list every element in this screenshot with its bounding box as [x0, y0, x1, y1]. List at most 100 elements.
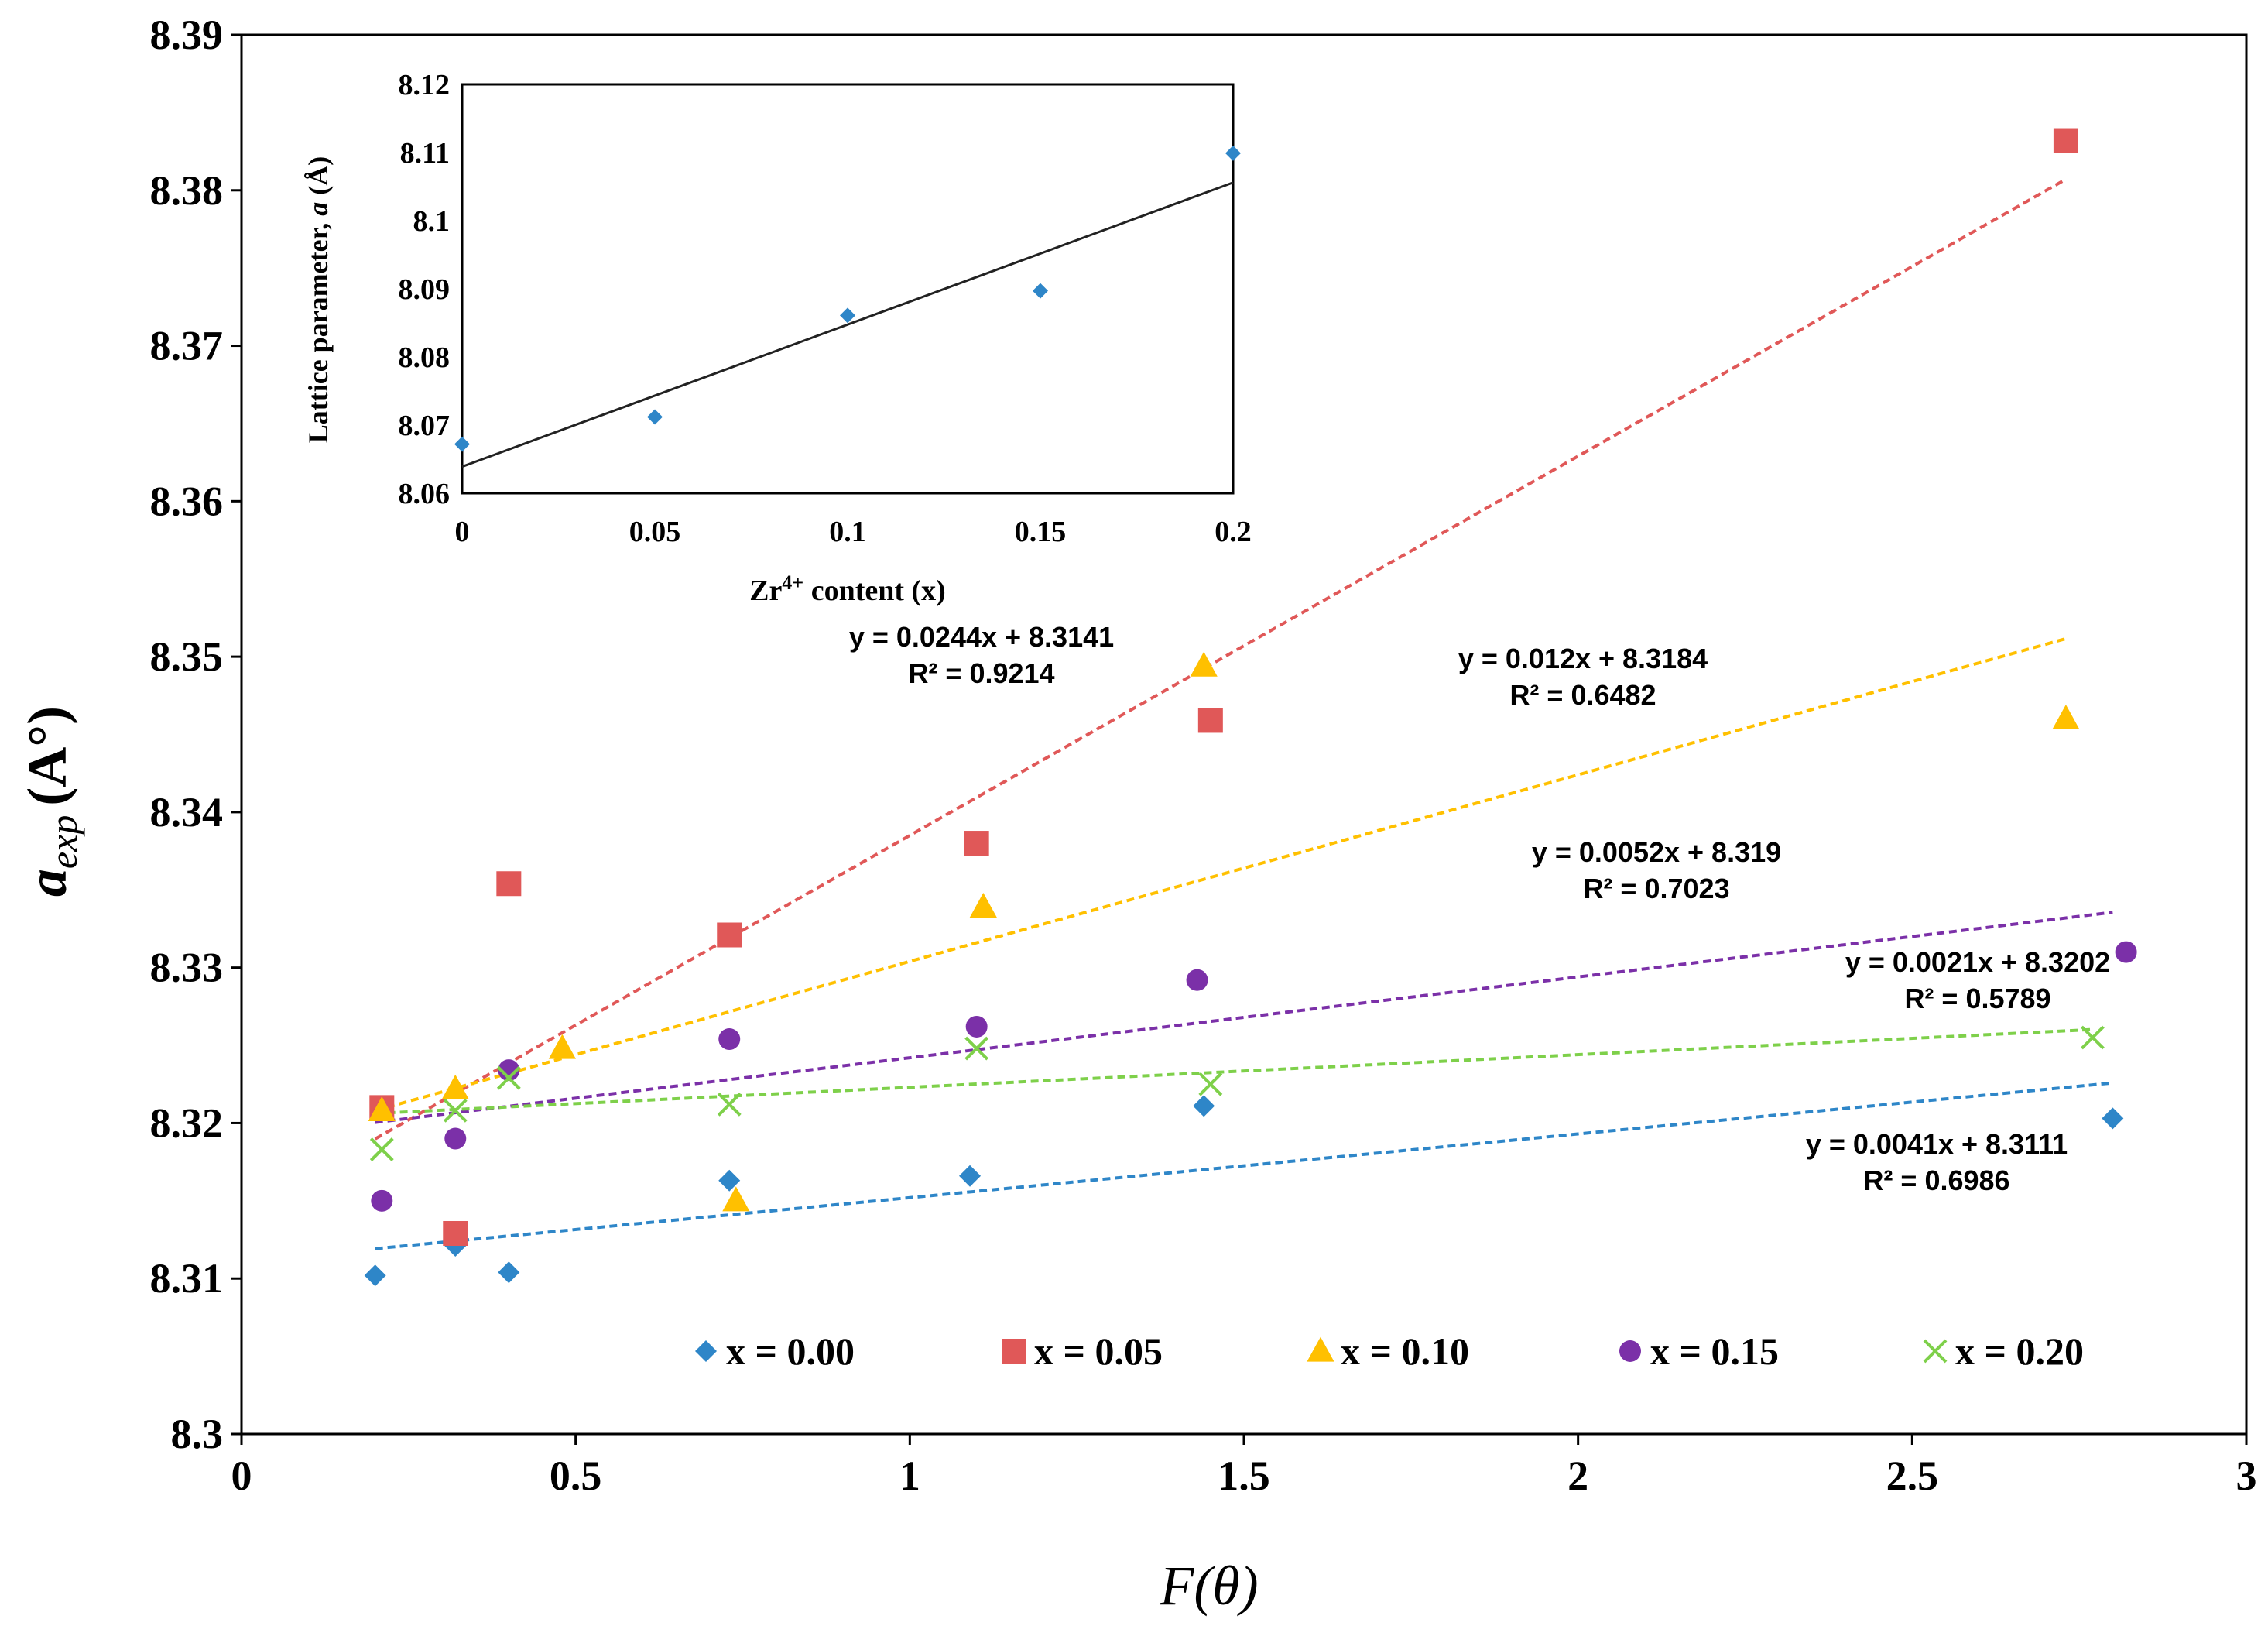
inset-y-axis-title-pre: Lattice parameter, — [303, 216, 334, 444]
trendline-equation: y = 0.0052x + 8.319 — [1532, 836, 1781, 868]
legend-marker — [1002, 1339, 1026, 1364]
data-point-series-4-stroke — [2081, 1025, 2105, 1050]
data-point-series-4 — [443, 1098, 468, 1123]
legend-label: x = 0.20 — [1955, 1329, 2084, 1373]
trendline-equation: y = 0.0021x + 8.3202 — [1845, 946, 2110, 978]
data-point-series-0 — [959, 1165, 982, 1187]
data-point-series-4 — [717, 1092, 742, 1117]
x-tick-label: 2 — [1567, 1453, 1588, 1499]
trendline-series-2 — [375, 636, 2067, 1113]
svg-text:Lattice parameter, a (Å): Lattice parameter, a (Å) — [303, 156, 334, 444]
inset-y-tick-label: 8.12 — [399, 69, 451, 101]
x-tick-label: 3 — [2236, 1453, 2257, 1499]
data-point-series-1 — [2053, 128, 2078, 153]
data-point-series-1 — [496, 871, 522, 897]
inset-y-tick-label: 8.11 — [400, 137, 450, 170]
legend-marker — [1923, 1339, 1948, 1364]
data-point-series-4 — [1198, 1072, 1223, 1096]
y-tick-label: 8.34 — [150, 789, 224, 835]
legend-label: x = 0.05 — [1034, 1329, 1163, 1373]
inset-x-tick-label: 0.2 — [1215, 516, 1252, 548]
legend-marker-stroke — [1923, 1339, 1948, 1364]
inset-y-tick-label: 8.07 — [399, 410, 451, 442]
data-point-series-4-stroke — [443, 1098, 468, 1123]
legend-label: x = 0.00 — [726, 1329, 855, 1373]
trendline-r-squared: R² = 0.5789 — [1904, 983, 2050, 1014]
trendline-series-3 — [375, 911, 2113, 1124]
data-point-series-4 — [2081, 1025, 2105, 1050]
data-point-series-1 — [443, 1220, 468, 1246]
inset-data-point — [1225, 145, 1241, 161]
x-tick-label: 1.5 — [1218, 1453, 1270, 1499]
x-tick-label: 1 — [899, 1453, 920, 1499]
trendline-series-4 — [375, 1027, 2093, 1115]
data-point-series-2 — [548, 1034, 576, 1059]
y-tick-label: 8.37 — [150, 323, 224, 369]
inset-x-axis-title: Zr4+ content (x) — [749, 571, 946, 607]
y-tick-label: 8.39 — [150, 12, 224, 58]
data-point-series-3 — [965, 1015, 988, 1038]
trendline-series-0 — [375, 1081, 2113, 1250]
data-point-series-2 — [2052, 705, 2080, 730]
y-axis-title-base: a — [16, 869, 78, 897]
data-point-series-3 — [718, 1028, 741, 1051]
inset-x-axis-title-sup: 4+ — [782, 571, 803, 594]
y-tick-label: 8.36 — [150, 478, 224, 524]
data-point-series-3 — [371, 1189, 393, 1212]
trendline-r-squared: R² = 0.6482 — [1509, 679, 1656, 711]
inset-data-point — [1033, 283, 1048, 299]
data-point-series-3 — [2115, 941, 2137, 963]
data-point-series-0 — [2102, 1107, 2124, 1130]
inset-x-tick-label: 0.1 — [829, 516, 866, 548]
x-tick-label: 0 — [231, 1453, 252, 1499]
inset-background — [461, 83, 1235, 495]
x-axis-title: F(θ) — [1159, 1555, 1258, 1617]
trendline-r-squared: R² = 0.6986 — [1863, 1165, 2009, 1196]
trendline-equation: y = 0.0041x + 8.3111 — [1806, 1128, 2068, 1160]
data-point-series-4-stroke — [369, 1137, 394, 1161]
data-point-series-1 — [717, 922, 742, 948]
inset-y-tick-label: 8.08 — [399, 341, 451, 374]
y-tick-label: 8.31 — [150, 1255, 224, 1302]
data-point-series-0 — [718, 1169, 741, 1192]
y-tick-label: 8.33 — [150, 945, 224, 991]
legend-marker — [1307, 1336, 1334, 1362]
legend-marker — [695, 1340, 717, 1362]
trendline-r-squared: R² = 0.7023 — [1583, 873, 1729, 904]
data-point-series-3 — [1186, 969, 1208, 991]
y-tick-label: 8.32 — [150, 1099, 224, 1146]
data-point-series-2 — [441, 1074, 469, 1099]
data-point-series-4 — [369, 1137, 394, 1161]
inset-x-tick-label: 0.15 — [1015, 516, 1067, 548]
inset-plot: 8.06 8.07 8.08 8.09 8.1 8.11 8.12 0 0.05 0.1 0.15 0… — [399, 69, 1252, 548]
data-point-series-2 — [969, 892, 997, 918]
trendline-series-1 — [374, 177, 2067, 1141]
legend-label: x = 0.15 — [1650, 1329, 1779, 1373]
y-axis-title: aexp (A°) — [16, 706, 85, 897]
trendline-equation: y = 0.0244x + 8.3141 — [849, 621, 1114, 653]
inset-x-tick-label: 0.05 — [629, 516, 681, 548]
inset-y-tick-label: 8.06 — [399, 478, 451, 510]
inset-x-axis-title-base: Zr — [749, 575, 782, 607]
inset-data-point — [840, 307, 855, 324]
main-plot: 8.3 8.31 8.32 8.33 8.34 8.35 8.36 8.37 8.38 8.39 0… — [150, 12, 2257, 1499]
data-point-series-2 — [722, 1186, 750, 1212]
svg-text:aexp(A°): aexp (A°) — [16, 706, 85, 897]
inset-y-tick-label: 8.1 — [413, 205, 451, 238]
inset-y-axis-title-post: (Å) — [303, 156, 334, 202]
legend-marker — [1619, 1340, 1641, 1362]
inset-x-axis-title-rest: content (x) — [803, 575, 946, 607]
inset-x-tick-label: 0 — [455, 516, 470, 548]
inset-y-axis-title: Lattice parameter, a (Å) — [303, 156, 334, 444]
data-point-series-0 — [498, 1261, 520, 1284]
data-point-series-2 — [1190, 651, 1218, 677]
inset-trendline — [461, 181, 1234, 468]
inset-y-axis-title-var: a — [303, 202, 334, 216]
trendline-equation: y = 0.012x + 8.3184 — [1458, 643, 1708, 674]
data-point-series-3 — [498, 1059, 520, 1082]
y-tick-label: 8.38 — [150, 167, 224, 214]
x-tick-label: 2.5 — [1886, 1453, 1939, 1499]
inset-y-tick-label: 8.09 — [399, 273, 451, 306]
legend-label: x = 0.10 — [1341, 1329, 1469, 1373]
